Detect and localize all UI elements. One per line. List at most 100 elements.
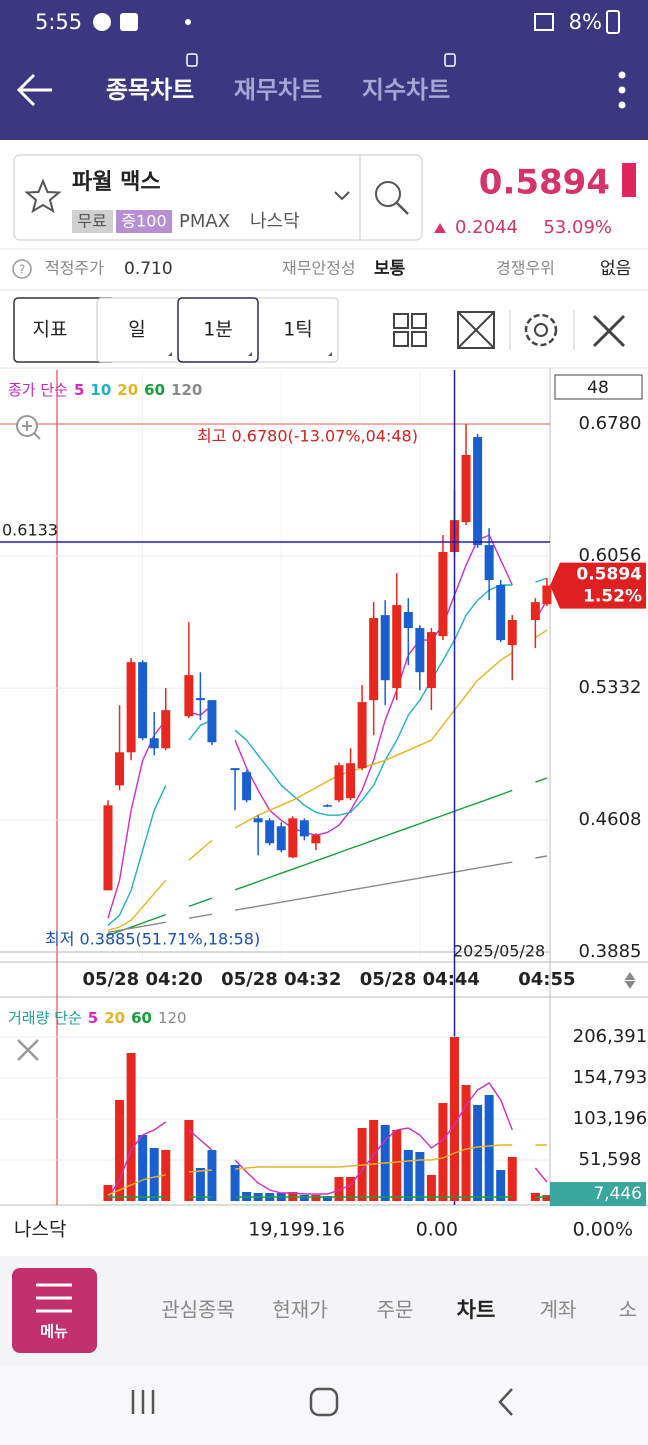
candle-body (530, 602, 540, 621)
period-button[interactable]: 일 (128, 319, 145, 341)
legend-title: 거래량 단순 (8, 1009, 82, 1027)
volume-bar (484, 1095, 494, 1201)
legend: 거래량 단순 5 20 60 120 (8, 1009, 187, 1027)
nav-tab[interactable]: 계좌 (540, 1298, 577, 1322)
info-value: 0.710 (124, 259, 173, 279)
home-button[interactable] (309, 1387, 339, 1417)
info-label: 경쟁우위 (496, 259, 555, 278)
nav-tab[interactable]: 관심종목 (161, 1298, 235, 1322)
price-bar (622, 163, 636, 197)
candle-body (161, 710, 171, 749)
tab-active[interactable]: 종목차트 (106, 76, 194, 104)
legend: 종가 단순 5 10 20 60 120 (8, 381, 202, 399)
back-button[interactable] (16, 73, 52, 107)
volume-bar (496, 1170, 506, 1201)
more-button[interactable] (618, 71, 626, 109)
y-tick-label: 0.6056 (579, 545, 642, 566)
candle-body (242, 772, 252, 801)
volume-bar (426, 1175, 436, 1201)
candle-body (380, 615, 390, 681)
volume-bar (415, 1152, 425, 1201)
last-volume-tag (550, 1182, 646, 1207)
search-icon[interactable] (375, 181, 401, 207)
volume-bar (311, 1194, 321, 1201)
volume-bar (403, 1150, 413, 1201)
period-selected (177, 297, 259, 363)
volume-bar (473, 1105, 483, 1201)
candle-body (357, 702, 367, 769)
info-label: 적정주가 (45, 259, 104, 278)
dropdown[interactable] (334, 191, 350, 201)
volume-bar (507, 1157, 517, 1201)
recents-button[interactable] (131, 1390, 155, 1414)
legend-entry: 20 (104, 1009, 125, 1027)
legend-title: 종가 단순 (8, 381, 68, 399)
crosshair-date: 2025/05/28 (453, 942, 545, 961)
crosshair-price: 0.6133 (2, 520, 58, 539)
badge: 무료 (77, 212, 106, 231)
volume-bar (138, 1135, 148, 1201)
nav-tab[interactable]: 주문 (377, 1298, 414, 1322)
up-arrow (434, 223, 446, 233)
volume-bar (369, 1120, 379, 1201)
volume-bar (461, 1085, 471, 1201)
low-annotation: 최저 0.3885(51.71%,18:58) (45, 929, 260, 948)
candle-body (322, 805, 332, 807)
zoom-icon (22, 421, 41, 440)
status-time: 5:55 (35, 10, 82, 34)
help-icon[interactable] (12, 259, 32, 279)
y-tick-label: 0.3885 (579, 941, 642, 962)
legend-entry: 60 (144, 381, 165, 399)
battery-icon (606, 10, 620, 34)
y-tick-label: 206,391 (573, 1026, 647, 1047)
info-value: 보통 (374, 259, 406, 279)
volume-bar (115, 1099, 125, 1201)
tools-icon[interactable] (592, 314, 626, 348)
tab[interactable]: 재무차트 (234, 76, 322, 104)
info-label: 재무안정성 (282, 259, 356, 278)
period-button[interactable]: 1틱 (283, 319, 313, 341)
volume-bar (392, 1130, 402, 1201)
scroll-arrows[interactable] (624, 972, 636, 989)
volume-bar (195, 1168, 205, 1201)
settings-icon (534, 323, 548, 337)
candle-body (415, 628, 425, 673)
tab[interactable]: 지수차트 (362, 76, 450, 104)
help-icon: ? (19, 263, 25, 277)
candle-body (334, 765, 344, 801)
ma-line (107, 577, 548, 926)
index-value: 19,199.16 (248, 1219, 345, 1241)
legend-entry: 10 (90, 381, 111, 399)
candle-body (369, 618, 379, 701)
legend-entry: 5 (88, 1009, 98, 1027)
candle-body (299, 820, 309, 837)
candle-body (426, 632, 436, 689)
nav-tab[interactable]: 소 (619, 1298, 637, 1322)
layout-icon[interactable] (393, 313, 427, 347)
high-annotation: 최고 0.6780(-13.07%,04:48) (197, 426, 418, 445)
system-nav-bg (0, 1366, 648, 1445)
expand-icon[interactable] (457, 311, 495, 349)
corner-marks (168, 352, 332, 356)
volume-bar (126, 1053, 136, 1201)
signal-icon (534, 13, 554, 31)
badge: 증100 (121, 212, 166, 231)
period-button[interactable]: 1분 (203, 319, 233, 341)
tab-icon (444, 53, 456, 67)
settings-icon[interactable] (524, 313, 558, 347)
close-volume[interactable] (17, 1039, 39, 1061)
status-icon (120, 13, 138, 31)
indicator-label: 지표 (33, 319, 68, 341)
legend-entry: 120 (158, 1009, 187, 1027)
candle-body (473, 436, 483, 546)
nav-tab[interactable]: 현재가 (272, 1298, 327, 1322)
back-nav-button[interactable] (498, 1388, 513, 1416)
market: 나스닥 (250, 211, 300, 232)
status-icon (93, 13, 111, 31)
favorite-star[interactable] (24, 178, 62, 214)
candle-body (507, 620, 517, 646)
volume-bar (438, 1103, 448, 1201)
nav-tab-active[interactable]: 차트 (457, 1298, 496, 1322)
volume-bar (184, 1120, 194, 1201)
